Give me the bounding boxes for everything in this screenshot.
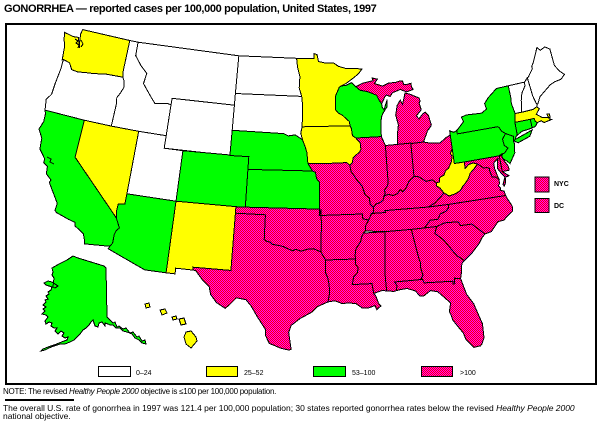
svg-text:53–100: 53–100 (352, 370, 375, 377)
svg-text:25–52: 25–52 (244, 370, 264, 377)
svg-text:>100: >100 (460, 370, 476, 377)
svg-text:NYC: NYC (554, 181, 569, 188)
svg-text:0–24: 0–24 (136, 370, 152, 377)
svg-text:DC: DC (554, 203, 564, 210)
